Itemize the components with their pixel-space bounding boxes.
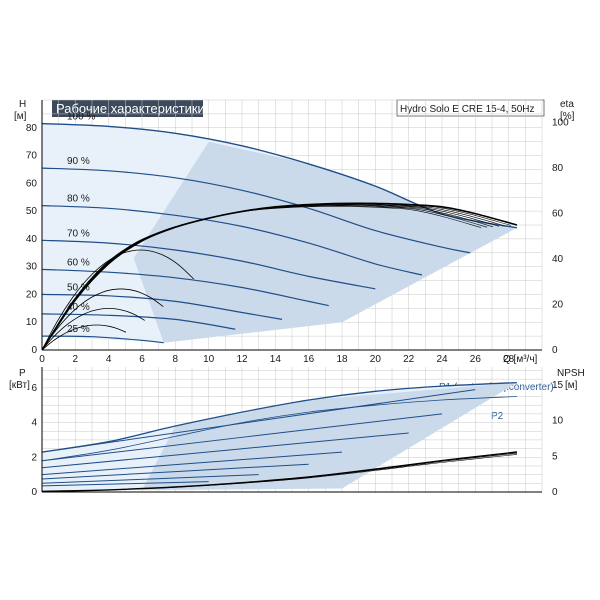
y-tick-label: 20 (26, 289, 38, 300)
head-curve (41, 205, 423, 276)
speed-label: 70 % (67, 228, 90, 239)
y2-tick-label: 5 (552, 451, 558, 462)
head-curve (41, 122, 518, 229)
y-tick-label: 40 (26, 234, 38, 245)
x-tick-label: 22 (403, 354, 415, 365)
head-curve (41, 293, 283, 320)
y-tick-label: 30 (26, 262, 38, 273)
y-tick-label: 4 (31, 418, 37, 429)
speed-label: 80 % (67, 194, 90, 205)
operating-area-best (133, 141, 517, 343)
q-axis-label: Q [м³/ч] (503, 354, 538, 365)
head-chart-area: 0 2 4 6 8 10 12 14 16 18 20 22 24 26 28010203040506070… (26, 99, 569, 365)
y-tick-label: 50 (26, 206, 38, 217)
y-tick-label: 10 (26, 317, 38, 328)
y2-tick-label: 80 (552, 163, 564, 174)
efficiency-dome (41, 307, 145, 351)
p2-annotation: P2 (491, 411, 504, 422)
speed-label: 60 % (67, 257, 90, 268)
y-tick-label: 60 (26, 178, 38, 189)
x-tick-label: 24 (436, 354, 448, 365)
power-family-curve (41, 463, 309, 480)
x-tick-label: 2 (73, 354, 79, 365)
y-tick-label: 70 (26, 151, 38, 162)
y2-tick-label: 15 (552, 380, 564, 391)
power-family-curve (41, 451, 343, 476)
speed-label: 50 % (67, 282, 90, 293)
y2-tick-label: 100 (552, 118, 569, 129)
y-tick-label: 6 (31, 383, 37, 394)
power-family-curve (41, 389, 476, 453)
y2-tick-label: 20 (552, 300, 564, 311)
power-curve (41, 396, 518, 462)
speed-label: 25 % (67, 324, 90, 335)
h-axis-label: H (19, 99, 26, 110)
power-curve (41, 381, 518, 453)
power-family-curve (41, 432, 409, 469)
y2-tick-label: 60 (552, 209, 564, 220)
y-tick-label: 0 (31, 487, 37, 498)
head-curve (41, 239, 376, 290)
efficiency-dome (41, 324, 127, 351)
efficiency-dome (41, 249, 194, 351)
efficiency-dome (41, 288, 164, 351)
x-tick-label: 0 (39, 354, 45, 365)
speed-label: 100 % (67, 112, 95, 123)
panel-title-box (52, 100, 203, 117)
x-tick-label: 6 (139, 354, 145, 365)
y2-tick-label: 0 (552, 345, 558, 356)
power-chart-area: 0 2 4 6 0 5 10 15 (31, 367, 564, 498)
y2-tick-label: 40 (552, 254, 564, 265)
y-tick-label: 2 (31, 452, 37, 463)
p-axis-unit: [кВт] (9, 380, 30, 391)
x-tick-label: 18 (336, 354, 348, 365)
power-area-best (142, 382, 517, 491)
power-family-curve (41, 481, 209, 487)
model-label: Hydro Solo E CRE 15-4, 50Hz (400, 104, 535, 115)
panel-title: Рабочие характеристики (56, 101, 205, 116)
speed-label: 40 % (67, 302, 90, 313)
x-tick-label: 4 (106, 354, 112, 365)
y-tick-label: 0 (31, 345, 37, 356)
x-tick-label: 26 (470, 354, 482, 365)
npsh-axis-label: NPSH (557, 368, 585, 379)
npsh-curve (41, 454, 518, 492)
eta-axis-unit: [%] (560, 111, 575, 122)
x-tick-label: 10 (203, 354, 215, 365)
head-curve (41, 167, 471, 254)
p-axis-label: P (19, 368, 26, 379)
x-tick-label: 8 (173, 354, 179, 365)
head-curve (41, 335, 164, 344)
eta-axis-label: eta (560, 99, 574, 110)
x-tick-label: 28 (503, 354, 515, 365)
y2-tick-label: 0 (552, 487, 558, 498)
speed-label: 90 % (67, 156, 90, 167)
power-family-curve (41, 474, 259, 484)
y2-tick-label: 10 (552, 416, 564, 427)
npsh-axis-unit: [м] (565, 380, 578, 391)
x-tick-label: 16 (303, 354, 315, 365)
x-tick-label: 12 (236, 354, 248, 365)
x-tick-label: 14 (270, 354, 282, 365)
h-axis-unit: [м] (14, 111, 27, 122)
x-tick-label: 20 (370, 354, 382, 365)
power-family-curve (41, 413, 443, 462)
y-tick-label: 80 (26, 123, 38, 134)
